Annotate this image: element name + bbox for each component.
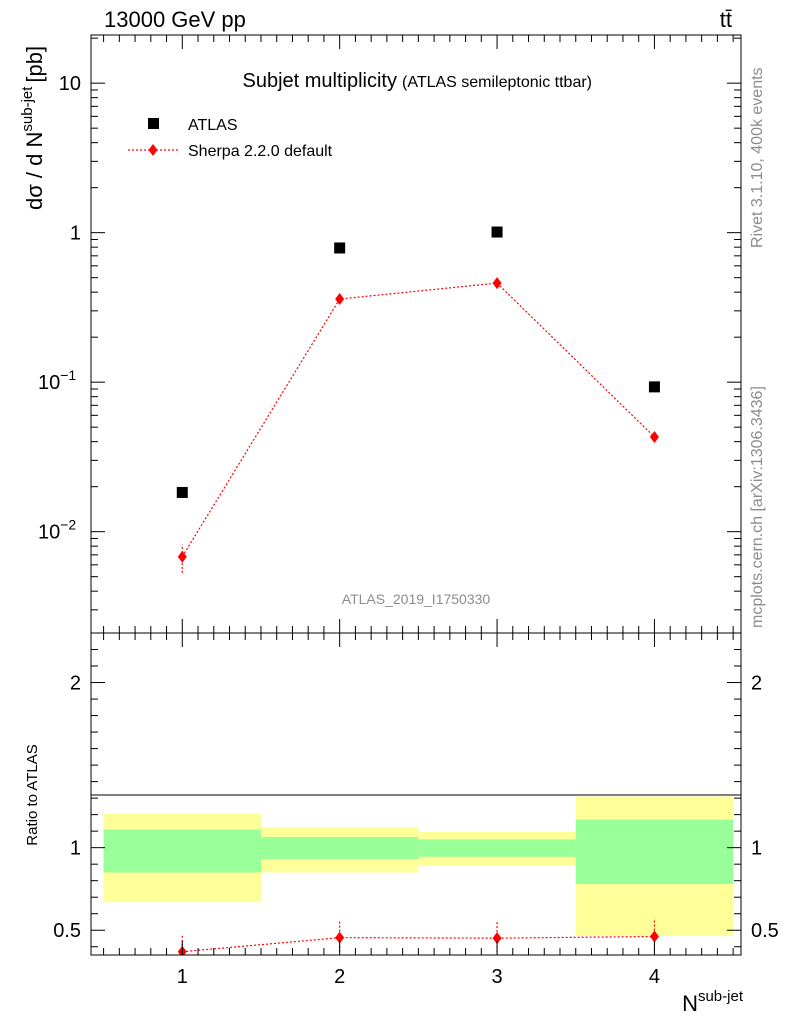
ratio-bands <box>103 796 734 937</box>
main-ytick-label: 10 <box>59 73 81 95</box>
ratio-ytick-label-right: 2 <box>751 673 762 695</box>
ratio-mc-point <box>492 932 502 945</box>
ratio-ytick-label-right: 1 <box>751 838 762 860</box>
energy-label: 13000 GeV pp <box>104 7 246 32</box>
ratio-xtick-label: 2 <box>334 966 345 988</box>
ratio-xtick-label: 4 <box>649 966 660 988</box>
ratio-axis-ticks: 0.5 0.5 1 1 2 2 1 2 3 4 <box>53 633 779 988</box>
ratio-ytick-label-left: 1 <box>70 838 81 860</box>
mc-series <box>177 277 659 573</box>
main-ytick-label: 10−1 <box>38 367 76 394</box>
ratio-ytick-label-left: 0.5 <box>53 920 81 942</box>
ratio-band-inner <box>418 839 576 857</box>
ratio-mc-line <box>182 935 655 953</box>
ratio-xlabel: Nsub-jet <box>682 988 744 1016</box>
data-series <box>176 226 660 498</box>
ratio-mc-point <box>649 930 659 943</box>
analysis-watermark: ATLAS_2019_I1750330 <box>342 591 491 607</box>
legend-mc-label: Sherpa 2.2.0 default <box>188 143 333 160</box>
data-point <box>334 242 346 254</box>
ratio-panel: 0.5 0.5 1 1 2 2 1 2 3 4 Ratio to ATLAS Nsub-jet <box>24 632 779 1016</box>
data-point <box>648 381 660 393</box>
legend-data-label: ATLAS <box>188 117 238 134</box>
main-ylabel: dσ / d Nsub-jet[pb] <box>19 46 47 210</box>
mcplots-source-text: mcplots.cern.ch [arXiv:1306.3436] <box>749 386 766 628</box>
chart-subtitle: (ATLAS semileptonic ttbar) <box>402 74 592 91</box>
ratio-ytick-label-left: 2 <box>70 673 81 695</box>
mc-point <box>335 293 345 306</box>
ratio-band-inner <box>260 836 419 860</box>
ratio-band-inner <box>103 829 261 873</box>
mc-point <box>649 430 659 443</box>
main-ytick-label: 1 <box>70 223 81 245</box>
mc-line <box>181 282 655 558</box>
mc-point <box>492 277 502 290</box>
ratio-band-inner <box>575 819 734 884</box>
legend-data-marker <box>148 118 159 129</box>
chart-title: Subjet multiplicity <box>242 70 397 92</box>
ratio-ylabel: Ratio to ATLAS <box>24 744 41 845</box>
mc-point <box>177 550 187 563</box>
ratio-xtick-label: 1 <box>177 966 188 988</box>
ratio-frame <box>90 632 742 956</box>
legend-mc-marker <box>148 144 158 156</box>
data-point <box>491 226 503 238</box>
legend: ATLAS Sherpa 2.2.0 default <box>128 117 333 160</box>
ratio-xtick-label: 3 <box>491 966 502 988</box>
ratio-mc-point <box>335 931 345 944</box>
main-axis-ticks: 10 1 10−1 10−2 <box>38 35 741 633</box>
ratio-ytick-label-right: 0.5 <box>751 920 779 942</box>
process-label: tt̄ <box>720 7 732 32</box>
rivet-version-text: Rivet 3.1.10, 400k events <box>749 67 766 248</box>
main-panel: 10 1 10−1 10−2 Subjet multiplicity (ATLAS s… <box>19 34 742 634</box>
data-point <box>176 486 188 498</box>
main-ytick-label: 10−2 <box>38 517 76 544</box>
